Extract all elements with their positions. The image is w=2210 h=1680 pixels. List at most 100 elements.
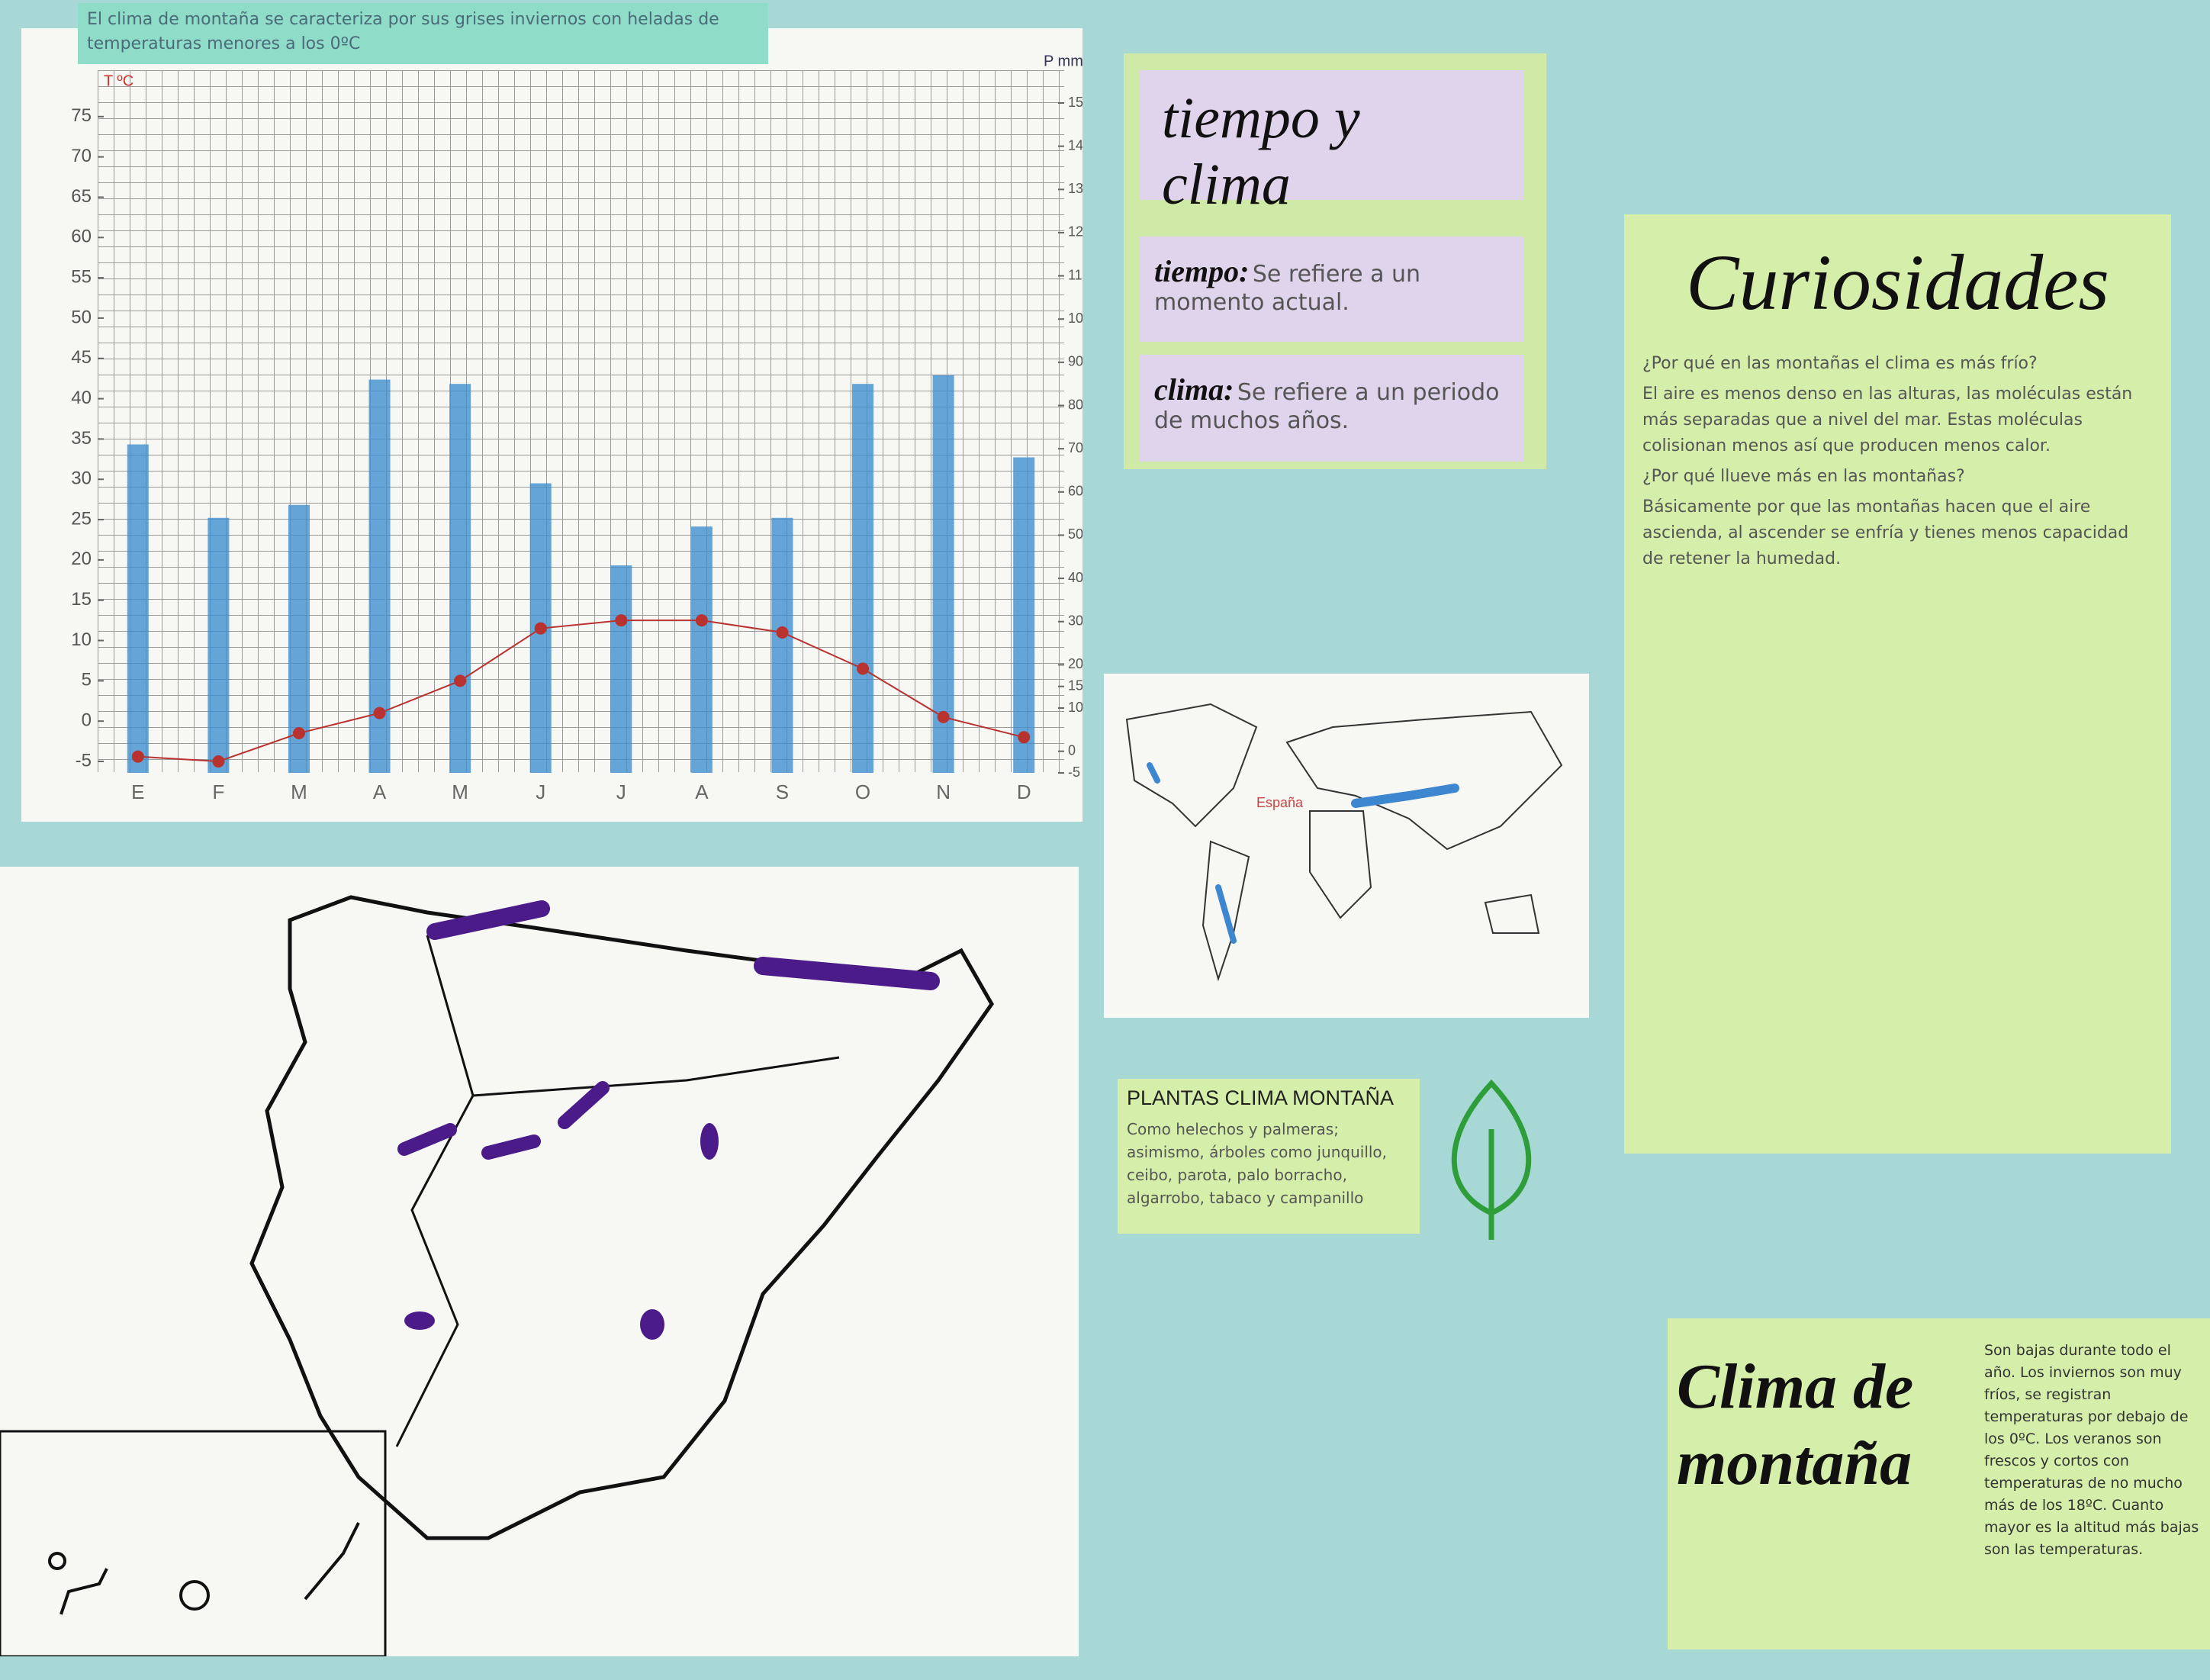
y2-tick-label: 110 <box>1068 267 1082 282</box>
y-tick-label: 5 <box>82 670 92 690</box>
x-tick-label: D <box>1017 780 1031 803</box>
y2-tick-label: 150 <box>1068 95 1082 110</box>
precipitation-bar <box>690 526 713 773</box>
temperature-point <box>1018 731 1031 744</box>
temperature-point <box>373 706 386 719</box>
clima-montana-text: Son bajas durante todo el año. Los invie… <box>1984 1342 2199 1558</box>
temperature-line <box>137 620 1025 763</box>
precipitation-bar <box>449 384 471 773</box>
y-tick-label: 40 <box>71 388 92 408</box>
y2-tick-label: 100 <box>1068 311 1082 326</box>
precipitation-bar <box>1013 457 1035 773</box>
tiempo-definition: tiempo: Se refiere a un momento actual. <box>1139 237 1524 342</box>
curiosidades-paragraph: ¿Por qué llueve más en las montañas? <box>1642 467 1965 486</box>
definition: Se refiere a un momento actual. <box>1154 261 1421 316</box>
curiosidades-title: Curiosidades <box>1686 239 2109 327</box>
temperature-point <box>534 622 547 635</box>
curiosidades-body: ¿Por qué en las montañas el clima es más… <box>1642 351 2153 572</box>
curiosidades-paragraph: El aire es menos denso en las alturas, l… <box>1642 385 2133 455</box>
y2-tick-label: 0 <box>1068 742 1076 758</box>
plantas-title: PLANTAS CLIMA MONTAÑA <box>1127 1086 1395 1109</box>
y2-tick-label: 80 <box>1068 397 1082 412</box>
temperature-point <box>454 674 467 687</box>
precipitation-bar <box>127 444 149 773</box>
x-tick-label: S <box>776 780 789 803</box>
y2-tick-label: -5 <box>1068 764 1080 780</box>
y2-tick-label: 15 <box>1068 677 1082 693</box>
y-tick-label: 75 <box>71 105 92 126</box>
precipitation-bar <box>610 565 632 773</box>
y-tick-label: 10 <box>71 629 92 650</box>
y-tick-label: 15 <box>71 589 92 610</box>
curiosidades-paragraph: ¿Por qué en las montañas el clima es más… <box>1642 354 2038 373</box>
x-tick-label: A <box>373 780 387 803</box>
y-tick-label: 70 <box>71 146 92 166</box>
temperature-point <box>937 710 950 723</box>
y-tick-label: -5 <box>76 750 92 771</box>
y-tick-label: 55 <box>71 266 92 287</box>
spain-map-paper <box>0 867 1079 1658</box>
x-tick-label: J <box>536 780 545 803</box>
leaf-drawing <box>1451 1079 1532 1240</box>
term: tiempo: <box>1154 254 1250 288</box>
precipitation-bar <box>932 375 954 773</box>
y2-tick-label: 30 <box>1068 613 1082 628</box>
y2-tick-label: 90 <box>1068 354 1082 369</box>
map-label: España <box>1256 795 1304 810</box>
climograph: T ºC P mm -5 0 5 10 15 20 25 30 35 40 45 50 55 60 65 70… <box>71 53 1082 803</box>
temperature-point <box>615 614 628 627</box>
tiempo-clima-title: tiempo y clima <box>1139 70 1524 217</box>
clima-montana-title: Clima de montaña <box>1677 1351 1914 1498</box>
x-tick-label: O <box>855 780 870 803</box>
y2-tick-label: 20 <box>1068 656 1082 671</box>
x-tick-label: F <box>212 780 224 803</box>
world-map-paper: España <box>1104 674 1589 1018</box>
x-tick-label: N <box>936 780 951 803</box>
y2-tick-label: 120 <box>1068 224 1082 240</box>
y2-tick-label: 130 <box>1068 181 1082 196</box>
term: clima: <box>1154 372 1234 407</box>
x-tick-label: J <box>616 780 626 803</box>
clima-definition: clima: Se refiere a un periodo de muchos… <box>1139 355 1524 462</box>
y2-tick-label: 70 <box>1068 440 1082 455</box>
temperature-point <box>857 662 870 675</box>
graph-paper-grid <box>98 70 1064 772</box>
y-tick-label: 65 <box>71 186 92 207</box>
precipitation-bar <box>852 384 874 773</box>
y-tick-label: 35 <box>71 428 92 449</box>
x-tick-label: E <box>131 780 144 803</box>
temperature-point <box>776 626 789 639</box>
temperature-point <box>292 727 305 740</box>
y-tick-label: 25 <box>71 508 92 529</box>
tiempo-clima-card: tiempo y clima tiempo: Se refiere a un m… <box>1124 53 1546 469</box>
x-tick-label: M <box>291 780 307 803</box>
y-tick-label: 0 <box>82 710 92 731</box>
precipitation-bar <box>771 517 793 773</box>
y-tick-label: 45 <box>71 347 92 368</box>
y-axis-label: T ºC <box>104 72 134 89</box>
plantas-text: Como helechos y palmeras; asimismo, árbo… <box>1127 1120 1388 1207</box>
definition: Se refiere a un periodo de muchos años. <box>1154 379 1500 434</box>
y2-tick-label: 50 <box>1068 526 1082 542</box>
plantas-card: PLANTAS CLIMA MONTAÑA Como helechos y pa… <box>1118 1079 1420 1234</box>
y2-tick-label: 60 <box>1068 484 1082 499</box>
y2-tick-label: 140 <box>1068 137 1082 153</box>
y2-tick-label: 10 <box>1068 700 1082 715</box>
x-tick-label: M <box>452 780 468 803</box>
y-tick-label: 30 <box>71 468 92 489</box>
precipitation-bar <box>207 517 230 773</box>
y-tick-label: 50 <box>71 307 92 327</box>
temperature-point <box>695 614 708 627</box>
clima-montana-card: Clima de montaña Son bajas durante todo … <box>1668 1318 2210 1649</box>
spain-map <box>0 895 994 1658</box>
curiosidades-card: Curiosidades ¿Por qué en las montañas el… <box>1624 214 2171 1154</box>
y-tick-label: 20 <box>71 549 92 569</box>
curiosidades-paragraph: Básicamente por que las montañas hacen q… <box>1642 497 2129 568</box>
x-tick-label: A <box>695 780 709 803</box>
temperature-point <box>212 755 225 768</box>
temperature-point <box>131 750 144 763</box>
y-tick-label: 60 <box>71 227 92 247</box>
y2-tick-label: 40 <box>1068 570 1082 585</box>
chart-title: El clima de montaña se caracteriza por s… <box>78 3 768 64</box>
